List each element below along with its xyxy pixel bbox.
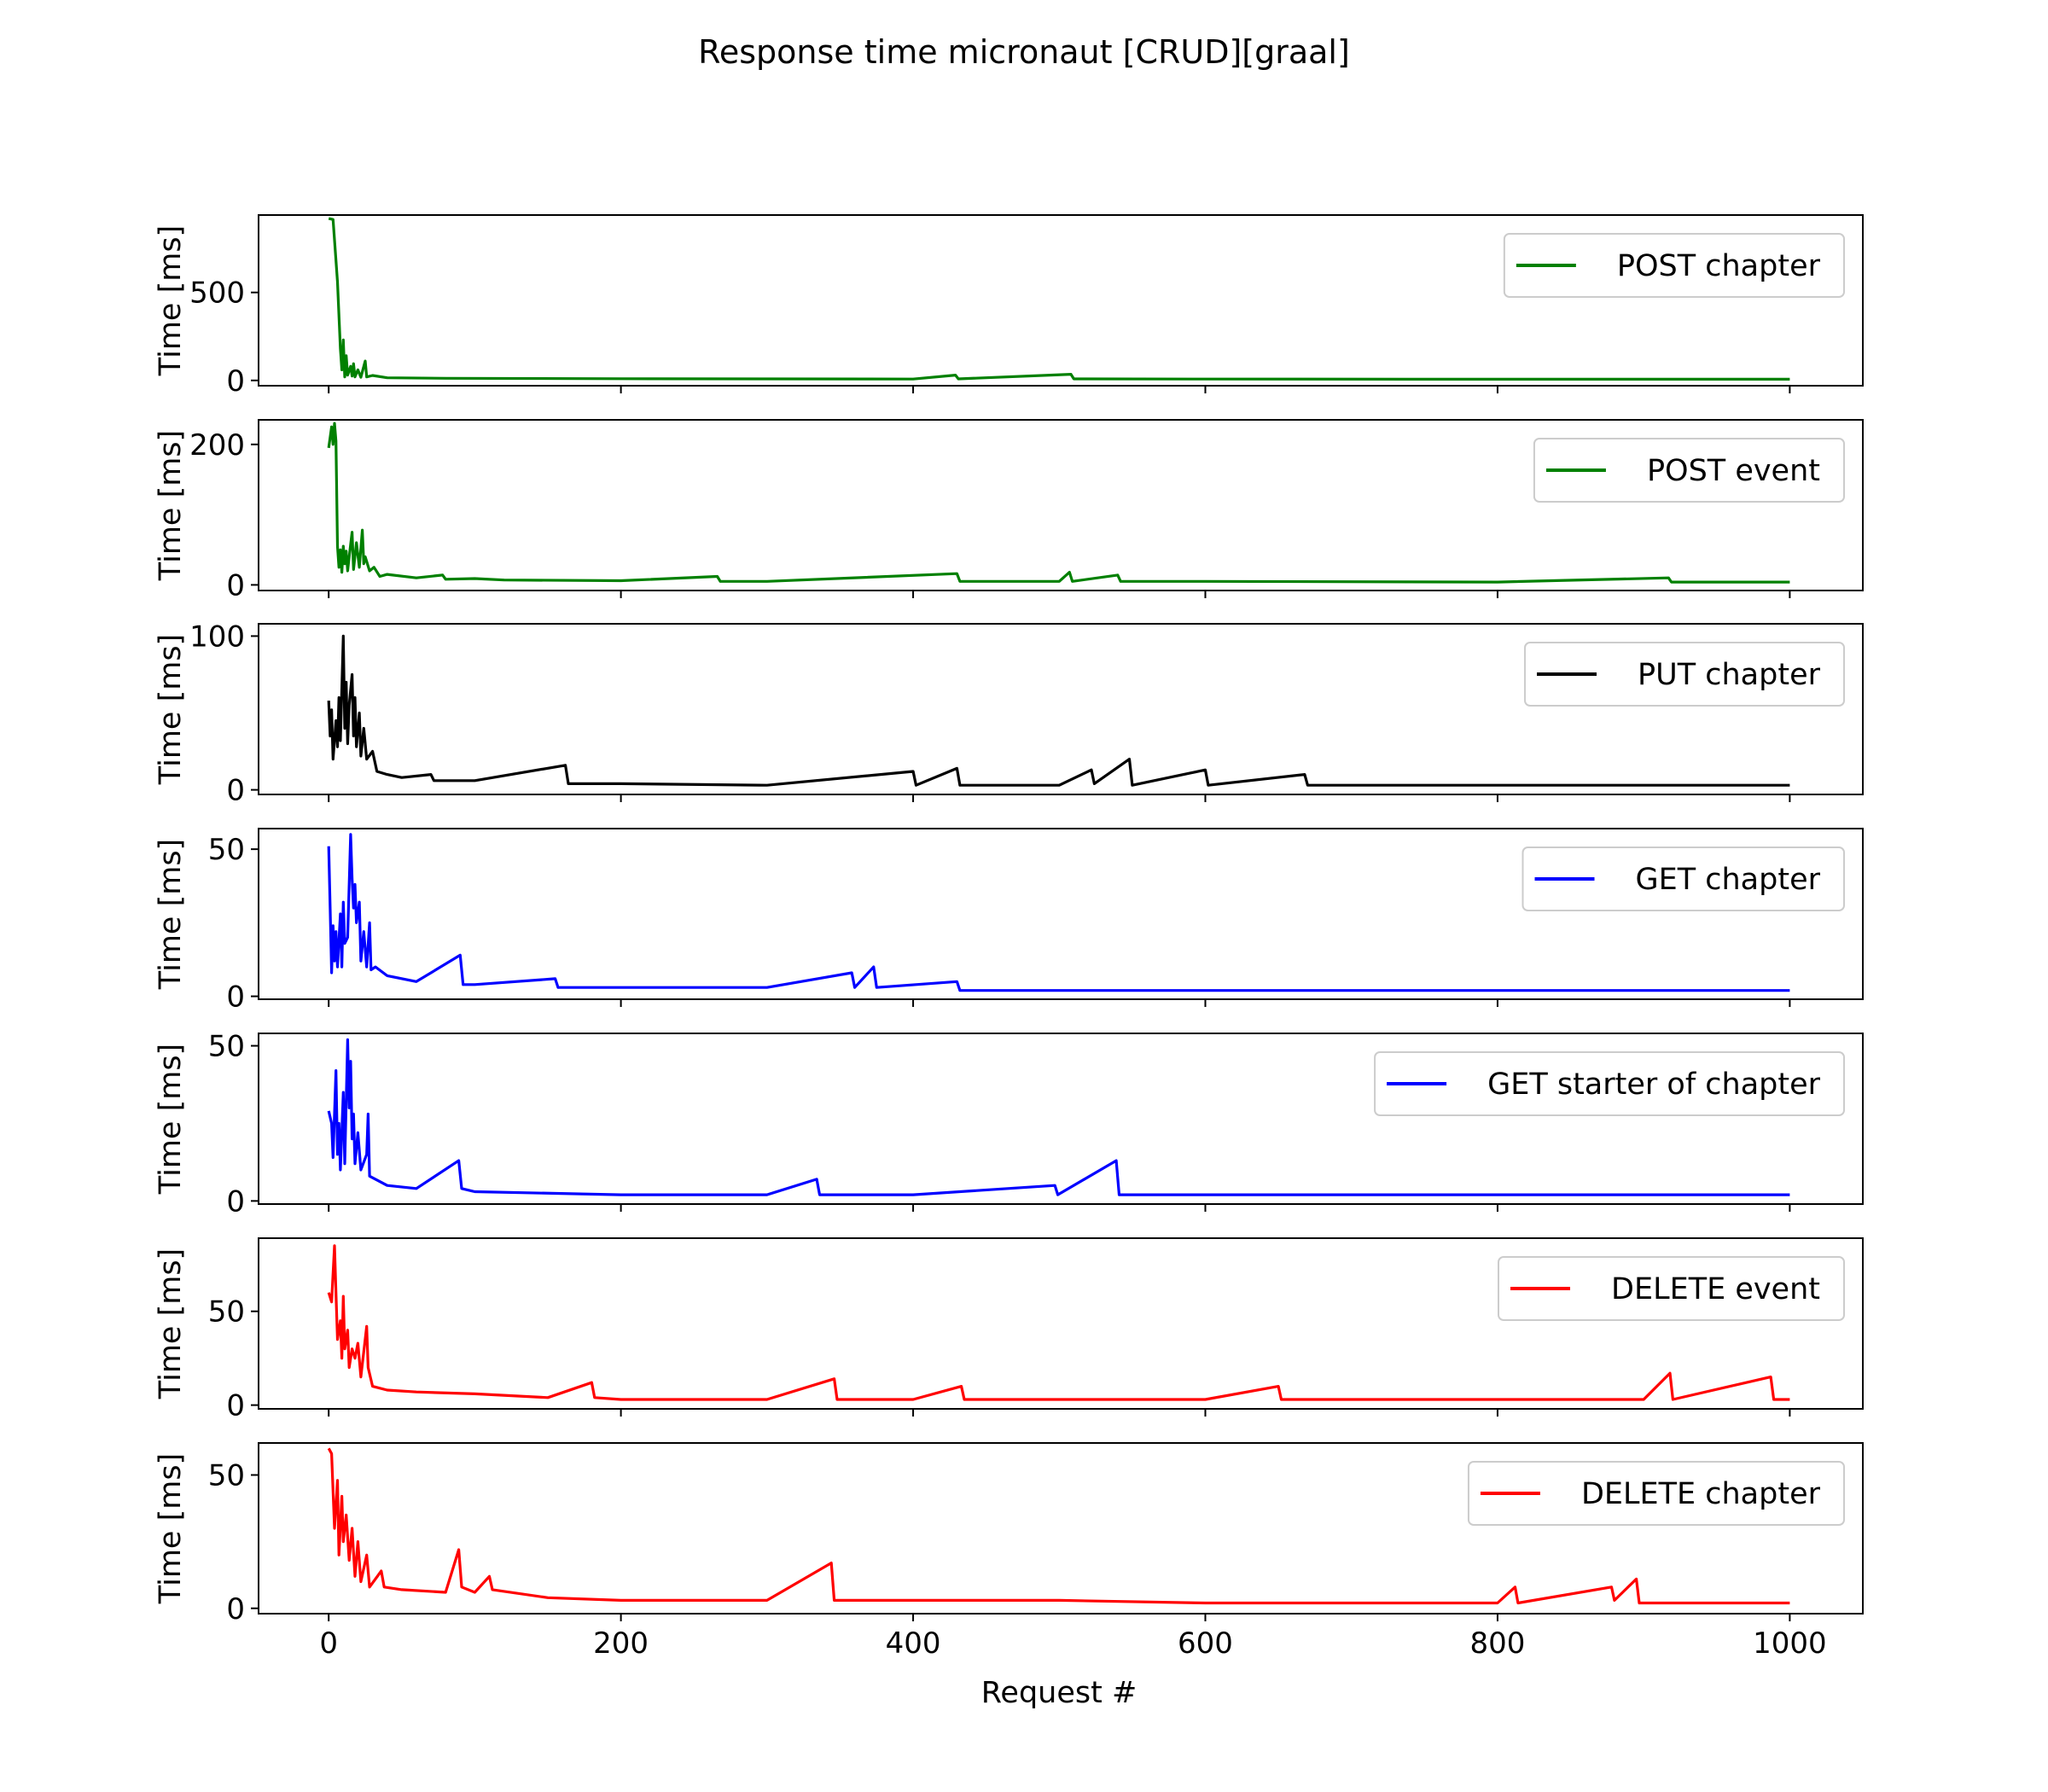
legend-label: DELETE event bbox=[1611, 1272, 1820, 1306]
legend: DELETE chapter bbox=[1467, 1461, 1845, 1526]
series-line bbox=[327, 1244, 1790, 1401]
axes-frame bbox=[258, 214, 1864, 387]
series-line bbox=[327, 1038, 1790, 1196]
legend-label: GET starter of chapter bbox=[1487, 1068, 1821, 1102]
y-tick-label: 500 bbox=[189, 276, 245, 311]
legend-label: POST chapter bbox=[1617, 249, 1821, 283]
series-line bbox=[327, 1447, 1790, 1605]
y-axis-label: Time [ms] bbox=[154, 1248, 188, 1399]
axes-frame bbox=[258, 1033, 1864, 1205]
y-tick-label: 0 bbox=[226, 774, 245, 808]
legend: DELETE event bbox=[1498, 1256, 1845, 1321]
y-tick-label: 50 bbox=[208, 833, 245, 867]
x-tick-label: 400 bbox=[886, 1626, 941, 1661]
legend-box bbox=[1467, 1461, 1845, 1526]
legend: GET starter of chapter bbox=[1374, 1051, 1845, 1116]
y-tick-label: 0 bbox=[226, 568, 245, 602]
subplot-panel-7: 0 50 0 200 400 600 800 1000 Time [ms] DELETE chap… bbox=[154, 1442, 1864, 1661]
x-axis-label: Request # bbox=[981, 1676, 1137, 1710]
axes-frame bbox=[258, 1442, 1864, 1615]
x-tick-label: 0 bbox=[319, 1626, 338, 1661]
y-axis-label: Time [ms] bbox=[154, 225, 188, 376]
legend-label: DELETE chapter bbox=[1581, 1477, 1821, 1511]
y-axis-label: Time [ms] bbox=[154, 430, 188, 581]
axes-frame bbox=[258, 623, 1864, 795]
y-tick-label: 0 bbox=[226, 1184, 245, 1219]
subplot-panel-4: 0 50 Time [ms] GET chapter bbox=[154, 828, 1864, 1015]
legend-label: POST event bbox=[1647, 454, 1820, 488]
axes-frame bbox=[258, 419, 1864, 591]
y-tick-label: 200 bbox=[189, 428, 245, 463]
legend-box bbox=[1498, 1256, 1845, 1321]
series-line bbox=[328, 217, 1790, 381]
legend-box bbox=[1533, 438, 1845, 503]
series-line bbox=[327, 634, 1790, 787]
y-tick-label: 0 bbox=[226, 1592, 245, 1626]
y-tick-label: 0 bbox=[226, 980, 245, 1015]
legend-box bbox=[1521, 847, 1845, 911]
series-line bbox=[327, 422, 1790, 584]
y-tick-label: 100 bbox=[189, 620, 245, 654]
legend: POST chapter bbox=[1503, 233, 1845, 298]
y-axis-label: Time [ms] bbox=[154, 839, 188, 990]
x-tick-label: 600 bbox=[1178, 1626, 1233, 1661]
x-tick-label: 200 bbox=[593, 1626, 649, 1661]
legend-box bbox=[1524, 642, 1845, 707]
legend: GET chapter bbox=[1521, 847, 1845, 911]
y-axis-label: Time [ms] bbox=[154, 1453, 188, 1604]
legend-box bbox=[1503, 233, 1845, 298]
legend-box bbox=[1374, 1051, 1845, 1116]
subplot-panel-5: 0 50 Time [ms] GET starter of chapter bbox=[154, 1030, 1864, 1219]
y-tick-label: 0 bbox=[226, 364, 245, 399]
y-tick-label: 50 bbox=[208, 1030, 245, 1064]
axes-frame bbox=[258, 1237, 1864, 1410]
subplot-panel-6: 0 50 Time [ms] DELETE event bbox=[154, 1237, 1864, 1423]
axes-frame bbox=[258, 828, 1864, 1000]
y-tick-label: 0 bbox=[226, 1389, 245, 1423]
y-axis-label: Time [ms] bbox=[154, 634, 188, 785]
y-axis-label: Time [ms] bbox=[154, 1044, 188, 1195]
legend: PUT chapter bbox=[1524, 642, 1845, 707]
legend: POST event bbox=[1533, 438, 1845, 503]
series-line bbox=[327, 833, 1790, 992]
x-tick-label: 800 bbox=[1469, 1626, 1525, 1661]
legend-label: PUT chapter bbox=[1638, 658, 1821, 692]
chart-title: Response time micronaut [CRUD][graal] bbox=[698, 33, 1350, 71]
x-tick-label: 1000 bbox=[1753, 1626, 1827, 1661]
legend-label: GET chapter bbox=[1636, 863, 1821, 897]
y-tick-label: 50 bbox=[208, 1295, 245, 1329]
y-tick-label: 50 bbox=[208, 1459, 245, 1493]
